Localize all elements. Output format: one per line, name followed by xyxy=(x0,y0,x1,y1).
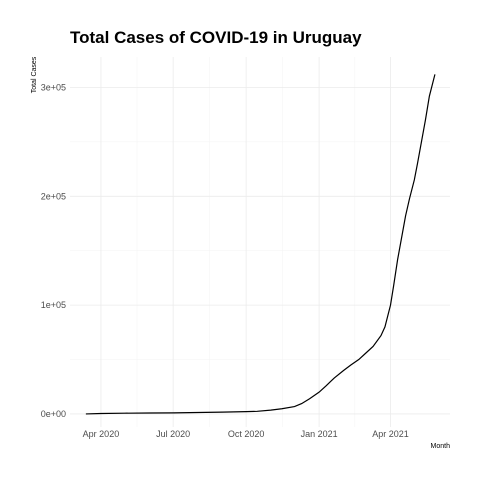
x-tick-label: Apr 2021 xyxy=(372,429,409,439)
x-tick-label: Oct 2020 xyxy=(228,429,265,439)
y-tick-label: 1e+05 xyxy=(41,300,66,310)
chart-title: Total Cases of COVID-19 in Uruguay xyxy=(70,28,362,47)
y-tick-labels: 0e+00 1e+05 2e+05 3e+05 xyxy=(41,82,66,418)
y-tick-label: 2e+05 xyxy=(41,191,66,201)
x-tick-label: Jan 2021 xyxy=(301,429,338,439)
y-axis-title: Total Cases xyxy=(31,56,38,93)
series-line-total-cases xyxy=(85,74,436,415)
series-layer xyxy=(85,74,436,415)
y-tick-label: 0e+00 xyxy=(41,409,66,419)
y-tick-label: 3e+05 xyxy=(41,82,66,92)
x-tick-label: Jul 2020 xyxy=(156,429,190,439)
x-axis-title: Month xyxy=(431,443,451,450)
x-tick-label: Apr 2020 xyxy=(83,429,120,439)
x-tick-labels: Apr 2020 Jul 2020 Oct 2020 Jan 2021 Apr 2021 xyxy=(83,429,409,439)
grid xyxy=(70,57,450,427)
